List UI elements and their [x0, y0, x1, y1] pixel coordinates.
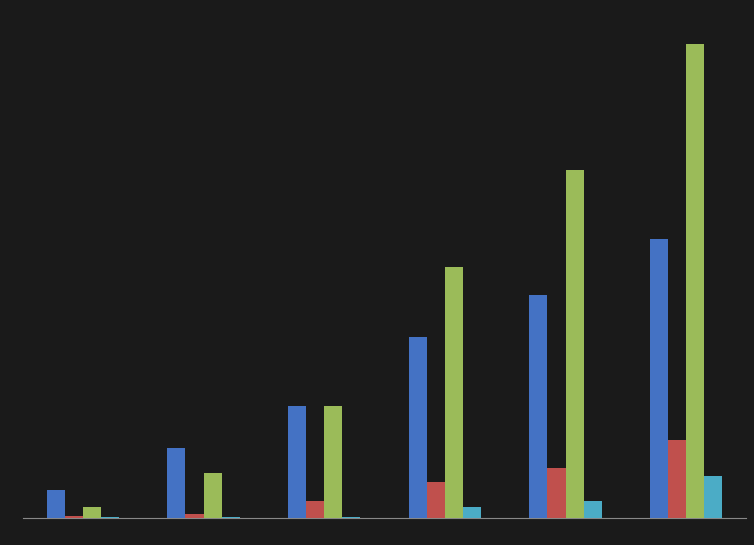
Bar	[204, 473, 222, 518]
Bar	[222, 517, 240, 518]
Bar	[47, 490, 65, 518]
Bar	[342, 517, 360, 518]
Bar	[101, 517, 119, 518]
Bar	[288, 407, 306, 518]
Bar	[185, 513, 204, 518]
Bar	[529, 295, 547, 518]
Bar	[584, 501, 602, 518]
Bar	[427, 482, 445, 518]
Bar	[668, 440, 686, 518]
Bar	[704, 476, 722, 518]
Bar	[650, 239, 668, 518]
Bar	[83, 507, 101, 518]
Bar	[306, 501, 324, 518]
Bar	[566, 169, 584, 518]
Bar	[686, 44, 704, 518]
Bar	[547, 468, 566, 518]
Bar	[324, 407, 342, 518]
Bar	[65, 516, 83, 518]
Bar	[167, 448, 185, 518]
Bar	[409, 337, 427, 518]
Bar	[463, 507, 481, 518]
Bar	[445, 267, 463, 518]
